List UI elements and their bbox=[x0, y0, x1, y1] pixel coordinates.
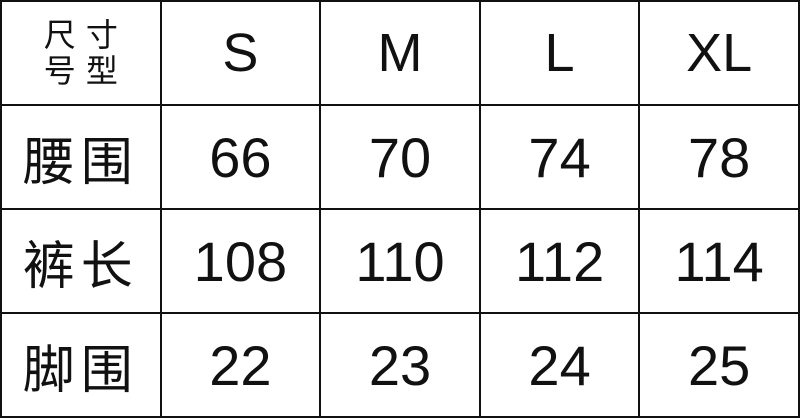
row-label: 腰围 bbox=[0, 104, 162, 210]
column-header: S bbox=[159, 0, 322, 106]
corner-bottom-label: 号 型 bbox=[43, 52, 118, 90]
table-row: 裤长 108 110 112 114 bbox=[0, 208, 800, 314]
table-cell: 74 bbox=[478, 104, 641, 210]
table-cell: 25 bbox=[638, 312, 800, 418]
column-header: XL bbox=[638, 0, 800, 106]
table-row: 腰围 66 70 74 78 bbox=[0, 104, 800, 210]
table-cell: 70 bbox=[319, 104, 481, 210]
row-label: 脚围 bbox=[0, 312, 162, 418]
table-cell: 22 bbox=[159, 312, 322, 418]
column-header: L bbox=[478, 0, 641, 106]
table-cell: 112 bbox=[478, 208, 641, 314]
row-label: 裤长 bbox=[0, 208, 162, 314]
corner-cell: 尺 寸 号 型 bbox=[0, 0, 162, 106]
corner-top-label: 尺 寸 bbox=[43, 16, 118, 54]
column-header: M bbox=[319, 0, 481, 106]
table-row: 脚围 22 23 24 25 bbox=[0, 312, 800, 418]
table-cell: 108 bbox=[159, 208, 322, 314]
table-cell: 78 bbox=[638, 104, 800, 210]
table-cell: 114 bbox=[638, 208, 800, 314]
table-cell: 66 bbox=[159, 104, 322, 210]
header-row: 尺 寸 号 型 S M L XL bbox=[0, 0, 800, 106]
table-cell: 24 bbox=[478, 312, 641, 418]
table-cell: 110 bbox=[319, 208, 481, 314]
table-cell: 23 bbox=[319, 312, 481, 418]
